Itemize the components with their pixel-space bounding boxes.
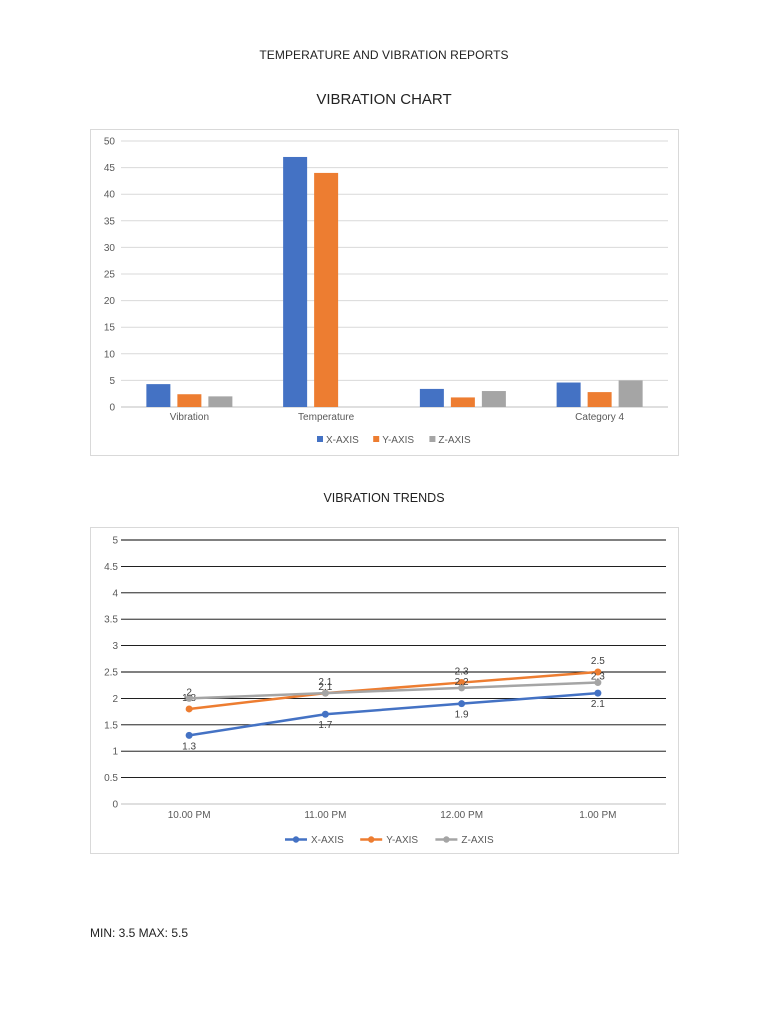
data-label: 1.7 <box>318 720 332 731</box>
vibration-chart-title: VIBRATION CHART <box>316 91 452 108</box>
data-label: 2 <box>186 687 192 698</box>
legend-label: Z-AXIS <box>461 835 494 846</box>
x-tick-label: Vibration <box>170 412 209 423</box>
bar <box>208 396 233 407</box>
series-line <box>188 691 598 737</box>
bar <box>450 397 475 407</box>
data-point <box>458 679 466 687</box>
y-tick-label: 20 <box>104 296 116 307</box>
y-tick-label: 3 <box>112 641 118 652</box>
legend-marker <box>292 836 300 843</box>
y-tick-label: 10 <box>104 349 116 360</box>
document-title: TEMPERATURE AND VIBRATION REPORTS <box>259 48 509 62</box>
vibration-trends-title: VIBRATION TRENDS <box>323 491 445 505</box>
y-tick-label: 50 <box>104 137 116 148</box>
legend-label: X-AXIS <box>326 435 359 446</box>
data-label: 1.9 <box>455 710 469 721</box>
x-tick-label: 1.00 PM <box>579 810 616 821</box>
y-tick-label: 4.5 <box>104 562 118 573</box>
y-tick-label: 1.5 <box>104 720 118 731</box>
vibration-line-chart: 0 0.5 1 1.5 2 2.5 3 3.5 4 4.5 5 10.00 PM 11.00 PM 12.… <box>90 527 679 854</box>
y-tick-label: 2.5 <box>104 668 118 679</box>
x-tick-label: 10.00 PM <box>168 810 211 821</box>
line-chart-canvas: 0 0.5 1 1.5 2 2.5 3 3.5 4 4.5 5 10.00 PM 11.00 PM 12.… <box>104 536 666 846</box>
data-label: 2.1 <box>591 699 605 710</box>
y-tick-label: 35 <box>104 216 116 227</box>
legend-label: Y-AXIS <box>382 435 414 446</box>
y-tick-label: 5 <box>109 376 115 387</box>
bar <box>314 172 339 407</box>
y-tick-label: 0 <box>109 403 115 414</box>
x-tick-label: 12.00 PM <box>440 810 483 821</box>
bar <box>283 156 308 407</box>
data-point <box>594 668 602 676</box>
y-tick-label: 0 <box>112 800 118 811</box>
legend-label: Y-AXIS <box>386 835 418 846</box>
y-tick-label: 25 <box>104 270 116 281</box>
data-point <box>594 679 602 687</box>
y-tick-label: 45 <box>104 163 116 174</box>
data-point <box>185 731 193 739</box>
y-tick-label: 40 <box>104 190 116 201</box>
y-tick-label: 3.5 <box>104 615 118 626</box>
data-point <box>321 710 329 718</box>
legend-marker <box>443 836 450 843</box>
legend-swatch <box>317 436 323 442</box>
data-label: 2.3 <box>455 667 469 678</box>
legend-label: X-AXIS <box>311 835 344 846</box>
bar <box>618 380 643 407</box>
x-tick-label: 11.00 PM <box>304 810 346 821</box>
data-point <box>185 694 193 702</box>
data-label: 2.5 <box>591 656 605 667</box>
x-tick-label: Category 4 <box>575 412 624 423</box>
bar-chart-canvas: 0 5 10 15 20 25 30 35 40 45 50 Vibration Temperature… <box>104 137 668 446</box>
x-tick-label: Temperature <box>298 412 355 423</box>
vibration-bar-chart: 0 5 10 15 20 25 30 35 40 45 50 Vibration Temperature… <box>90 129 679 456</box>
bar <box>481 391 506 407</box>
min-max-text: MIN: 3.5 MAX: 5.5 <box>90 926 189 940</box>
data-label: 2.2 <box>455 677 469 688</box>
bar <box>419 388 444 407</box>
legend-swatch <box>429 436 436 442</box>
data-point <box>458 700 466 708</box>
legend-swatch <box>373 436 380 442</box>
data-label: 2.1 <box>318 682 332 693</box>
legend-label: Z-AXIS <box>438 435 471 446</box>
data-label: 2.1 <box>318 677 332 688</box>
data-point <box>458 684 466 692</box>
bar <box>146 384 171 407</box>
data-label: 2.3 <box>591 672 605 683</box>
series-line <box>188 670 598 711</box>
y-tick-label: 2 <box>112 694 118 705</box>
y-tick-label: 1 <box>112 747 118 758</box>
y-tick-label: 4 <box>112 588 118 599</box>
bar <box>177 394 202 407</box>
y-tick-label: 5 <box>112 536 118 547</box>
y-tick-label: 30 <box>104 243 116 254</box>
y-tick-label: 0.5 <box>104 773 118 784</box>
legend-marker <box>368 836 375 843</box>
data-point <box>321 689 329 697</box>
series-line <box>189 681 598 700</box>
bar <box>587 392 612 407</box>
y-tick-label: 15 <box>104 323 116 334</box>
bar <box>556 382 581 407</box>
data-label: 1.3 <box>182 741 196 752</box>
data-point <box>185 705 193 713</box>
data-point <box>594 689 602 697</box>
